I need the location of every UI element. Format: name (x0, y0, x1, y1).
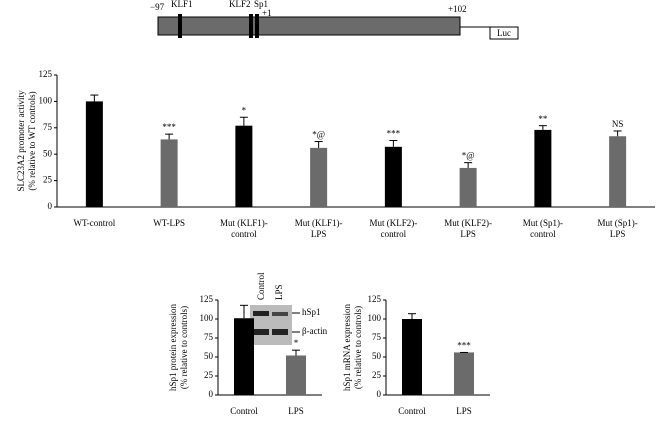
x-tick-label: Mut (KLF1)- (220, 218, 268, 228)
x-tick-label: WT-control (74, 218, 116, 228)
x-tick-label: Control (230, 406, 258, 416)
site-sp1 (255, 14, 259, 38)
x-tick-label: Mut (KLF2)- (444, 218, 492, 228)
bar (534, 129, 552, 207)
bar (235, 125, 253, 207)
significance-label: ** (538, 114, 548, 124)
x-tick-label: LPS (610, 229, 626, 239)
y-tick-label: 0 (377, 389, 382, 399)
x-tick-label: control (231, 229, 257, 239)
x-tick-label: Mut (KLF2)- (370, 218, 418, 228)
bar (85, 101, 103, 207)
tss-label: +1 (262, 8, 272, 18)
y-axis-label: (% relative to controls) (179, 306, 189, 389)
site-label: KLF2 (229, 0, 251, 9)
start-label: −97 (150, 2, 165, 12)
luc-box (489, 26, 519, 40)
site-klf1 (178, 14, 182, 38)
bar (286, 355, 306, 395)
bar (609, 136, 627, 207)
significance-label: *@ (312, 130, 325, 140)
reporter-label: Luc (497, 28, 511, 38)
end-label: +102 (448, 4, 467, 14)
band (272, 329, 288, 335)
y-tick-label: 0 (48, 201, 53, 211)
bar (310, 147, 328, 207)
y-tick-label: 0 (209, 389, 214, 399)
x-tick-label: LPS (460, 229, 476, 239)
promoter-diagram: −97 KLF1 KLF2 Sp1 +1 +102 Luc (150, 0, 519, 40)
band (253, 311, 269, 316)
bar (384, 146, 402, 207)
x-tick-label: Control (398, 406, 426, 416)
x-tick-label: Mut (Sp1)- (523, 218, 563, 228)
significance-label: *** (387, 129, 401, 139)
band (272, 312, 288, 316)
blot: Control LPS hSp1 β-actin (250, 272, 328, 345)
site-label: KLF1 (171, 0, 193, 9)
y-tick-label: 125 (39, 69, 53, 79)
y-tick-label: 125 (200, 294, 214, 304)
y-tick-label: 100 (39, 95, 53, 105)
bar (234, 318, 254, 395)
band-label: β-actin (302, 326, 328, 336)
significance-label: * (242, 105, 247, 115)
y-tick-label: 25 (372, 370, 382, 380)
y-axis-label: hSp1 mRNA expression (342, 304, 352, 392)
band-label: hSp1 (302, 307, 321, 317)
x-tick-label: LPS (311, 229, 327, 239)
x-tick-label: LPS (456, 406, 472, 416)
significance-label: *@ (462, 151, 475, 161)
y-axis-label: SLC23A2 promoter activity (16, 90, 26, 191)
y-tick-label: 75 (372, 332, 382, 342)
y-tick-label: 50 (204, 351, 214, 361)
y-tick-label: 75 (43, 122, 53, 132)
bar (454, 352, 474, 395)
y-tick-label: 100 (200, 313, 214, 323)
y-axis-label: (% relative to controls) (353, 306, 363, 389)
y-tick-label: 100 (368, 313, 382, 323)
promoter-region (157, 16, 461, 36)
significance-label: NS (612, 119, 624, 129)
bar (160, 139, 178, 207)
y-tick-label: 125 (368, 294, 382, 304)
y-axis-label: hSp1 protein expression (168, 304, 178, 391)
y-axis-label: (% relative to WT controls) (27, 91, 37, 190)
lane-label: Control (256, 272, 266, 300)
x-tick-label: Mut (Sp1)- (598, 218, 638, 228)
significance-label: *** (162, 122, 176, 132)
x-tick-label: control (530, 229, 556, 239)
x-tick-label: Mut (KLF1)- (295, 218, 343, 228)
y-tick-label: 50 (43, 148, 53, 158)
bar (402, 319, 422, 395)
significance-label: * (294, 338, 299, 348)
x-tick-label: WT-LPS (153, 218, 185, 228)
lane-label: LPS (274, 284, 284, 300)
y-tick-label: 25 (43, 175, 53, 185)
y-tick-label: 50 (372, 351, 382, 361)
site-klf2 (249, 14, 253, 38)
significance-label: *** (457, 341, 471, 351)
y-tick-label: 75 (204, 332, 214, 342)
bar (459, 167, 477, 207)
x-tick-label: control (381, 229, 407, 239)
band (253, 329, 269, 335)
y-tick-label: 25 (204, 370, 214, 380)
site-label: Sp1 (254, 0, 268, 9)
x-tick-label: LPS (288, 406, 304, 416)
